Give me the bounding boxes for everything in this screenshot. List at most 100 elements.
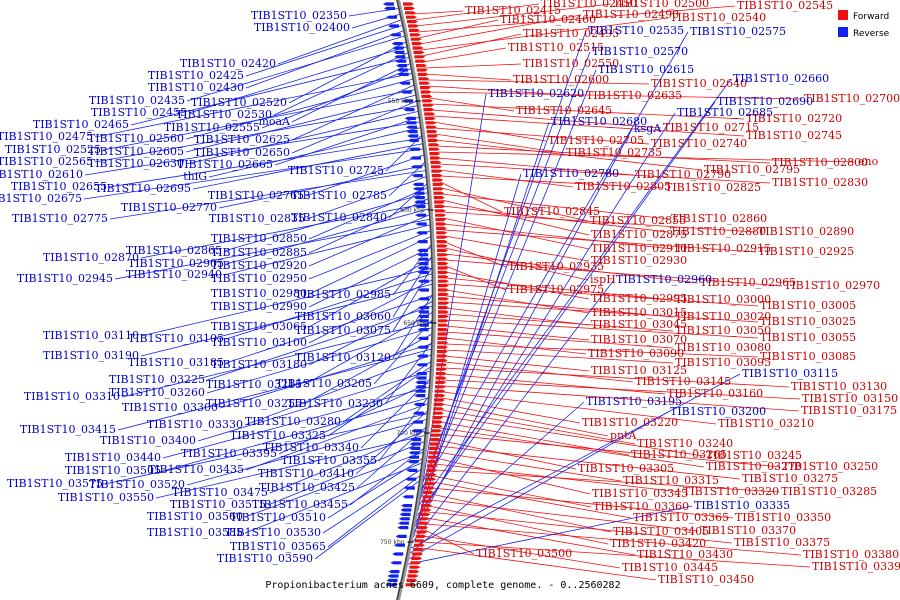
- reverse-gene-arrow: [416, 231, 428, 235]
- reverse-connector: [327, 455, 427, 519]
- reverse-gene-label: TIB1ST10_03180: [211, 358, 307, 371]
- reverse-gene-arrow: [413, 187, 425, 191]
- reverse-connector: [308, 185, 431, 240]
- forward-gene-arrow: [432, 182, 444, 186]
- forward-gene-label: TIB1ST10_03025: [760, 315, 856, 328]
- forward-connector: [422, 33, 522, 57]
- reverse-connector: [314, 477, 424, 560]
- reverse-gene-label: TIB1ST10_02775: [12, 212, 108, 225]
- reverse-gene-label: TIB1ST10_03475: [172, 486, 268, 499]
- forward-connector: [429, 97, 515, 112]
- reverse-connector: [415, 121, 550, 527]
- reverse-connector: [197, 369, 435, 442]
- reverse-connector: [267, 439, 429, 506]
- reverse-connector: [418, 78, 732, 506]
- reverse-gene-arrow: [400, 508, 412, 512]
- forward-gene-arrow: [419, 86, 431, 90]
- forward-gene-arrow: [418, 77, 430, 81]
- forward-gene-arrow: [408, 570, 420, 574]
- reverse-gene-arrow: [387, 24, 399, 28]
- reverse-gene-arrow: [386, 578, 398, 582]
- reverse-gene-arrow: [385, 583, 397, 587]
- reverse-gene-arrow: [406, 130, 418, 134]
- forward-gene-label: TIB1ST10_03080: [675, 341, 771, 354]
- forward-gene-arrow: [433, 191, 445, 195]
- reverse-gene-label: TIB1ST10_02465: [33, 118, 129, 131]
- reverse-connector: [420, 30, 587, 495]
- reverse-connector: [419, 69, 597, 500]
- forward-gene-arrow: [437, 319, 449, 323]
- reverse-gene-arrow: [410, 438, 422, 442]
- forward-gene-label: TIB1ST10_03500: [476, 547, 572, 560]
- reverse-connector: [244, 450, 428, 518]
- forward-gene-arrow: [421, 504, 433, 508]
- forward-gene-label: TIB1ST10_02705: [548, 134, 644, 147]
- forward-gene-arrow: [437, 306, 449, 310]
- forward-gene-arrow: [413, 543, 425, 547]
- reverse-gene-label: TIB1ST10_02525: [5, 143, 101, 156]
- forward-gene-arrow: [436, 367, 448, 371]
- forward-connector: [445, 331, 674, 349]
- forward-gene-label: TIB1ST10_03150: [802, 392, 898, 405]
- forward-connector: [443, 379, 801, 400]
- forward-gene-arrow: [419, 512, 431, 516]
- scale-tick-label: 650 kbp: [403, 320, 428, 327]
- forward-gene-label: TIB1ST10_02880: [670, 225, 766, 238]
- forward-gene-label: TIB1ST10_02515: [508, 41, 604, 54]
- reverse-gene-label: TIB1ST10_03200: [670, 405, 766, 418]
- reverse-gene-arrow: [403, 486, 415, 490]
- forward-gene-arrow: [437, 275, 449, 279]
- reverse-gene-label: TIB1ST10_02655: [11, 180, 107, 193]
- reverse-connector: [261, 67, 415, 129]
- forward-gene-label: TIB1ST10_02845: [504, 205, 600, 218]
- reverse-gene-arrow: [408, 455, 420, 459]
- forward-gene-label: TIB1ST10_03070: [591, 333, 687, 346]
- reverse-gene-arrow: [409, 446, 421, 450]
- reverse-gene-label: TIB1ST10_03075: [295, 324, 391, 337]
- reverse-gene-label: TIB1ST10_02920: [211, 259, 307, 272]
- reverse-gene-label: TIB1ST10_02660: [733, 72, 829, 85]
- reverse-connector: [208, 126, 425, 178]
- reverse-gene-label: TIB1ST10_02695: [95, 182, 191, 195]
- reverse-connector: [223, 223, 434, 276]
- reverse-connector: [273, 50, 412, 116]
- forward-gene-label: TIB1ST10_03265: [631, 448, 727, 461]
- reverse-gene-arrow: [407, 138, 419, 142]
- forward-gene-arrow: [435, 218, 447, 222]
- forward-gene-label: TIB1ST10_03315: [623, 474, 719, 487]
- reverse-gene-arrow: [414, 389, 426, 393]
- gene-labels: TIB1ST10_02415TIB1ST10_02450TIB1ST10_025…: [0, 0, 900, 586]
- forward-gene-label: TIB1ST10_02825: [665, 181, 761, 194]
- forward-gene-arrow: [413, 548, 425, 552]
- forward-gene-arrow: [422, 495, 434, 499]
- reverse-gene-label: TIB1ST10_02765: [208, 189, 304, 202]
- forward-connector: [445, 337, 587, 355]
- reverse-gene-arrow: [414, 394, 426, 398]
- forward-gene-label: TIB1ST10_02790: [635, 168, 731, 181]
- reverse-gene-arrow: [413, 191, 425, 195]
- reverse-gene-arrow: [411, 174, 423, 178]
- forward-gene-arrow: [433, 402, 445, 406]
- reverse-gene-label: TIB1ST10_03325: [230, 429, 326, 442]
- forward-gene-arrow: [436, 244, 448, 248]
- forward-gene-arrow: [412, 552, 424, 556]
- forward-gene-arrow: [432, 420, 444, 424]
- reverse-connector: [409, 411, 669, 560]
- forward-gene-arrow: [428, 143, 440, 147]
- forward-gene-label: TIB1ST10_02910: [591, 242, 687, 255]
- forward-gene-label: TIB1ST10_03350: [735, 511, 831, 524]
- forward-gene-label: TIB1ST10_03220: [582, 416, 678, 429]
- reverse-gene-arrow: [398, 521, 410, 525]
- reverse-gene-label: TIB1ST10_03440: [65, 451, 161, 464]
- forward-gene-arrow: [424, 482, 436, 486]
- forward-connector: [427, 511, 733, 544]
- forward-gene-label: TIB1ST10_03390: [812, 560, 900, 573]
- forward-connector: [425, 73, 512, 81]
- forward-connector: [431, 109, 662, 129]
- forward-gene-arrow: [424, 116, 436, 120]
- forward-gene-label: TIB1ST10_02890: [758, 225, 854, 238]
- reverse-gene-arrow: [417, 323, 429, 327]
- forward-connector: [443, 223, 674, 250]
